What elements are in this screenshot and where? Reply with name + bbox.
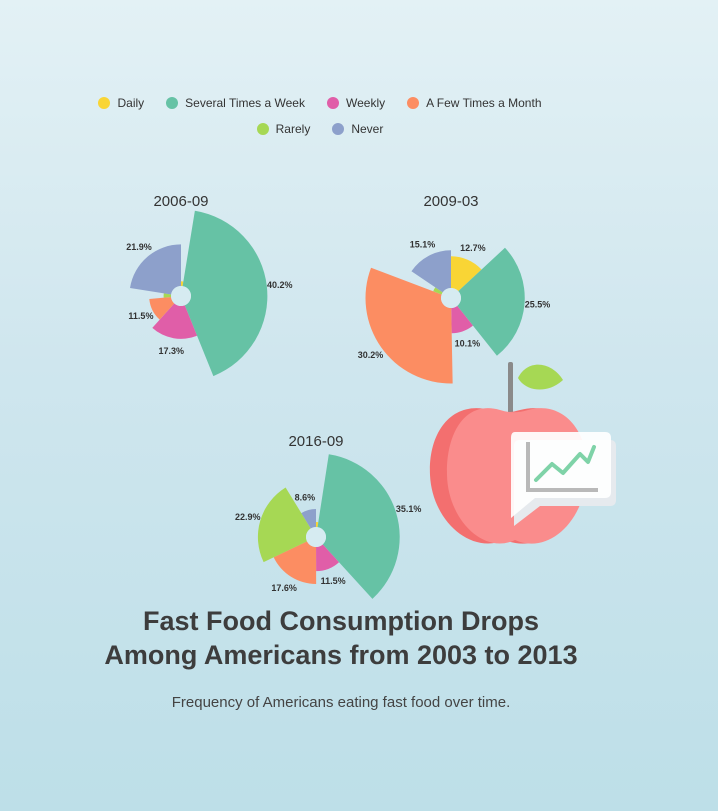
data-label-2009-03-never: 15.1% xyxy=(410,239,436,249)
center-hole-2006-09 xyxy=(171,286,191,306)
chart-bubble-icon xyxy=(511,432,611,518)
slice-2006-09-never[interactable] xyxy=(130,244,181,295)
data-label-2006-09-weekly: 17.3% xyxy=(159,346,185,356)
legend-marker-a-few-times-a-month xyxy=(407,97,420,109)
legend-marker-rarely xyxy=(256,123,269,135)
data-label-2009-03-a-few-times-a-month: 30.2% xyxy=(358,350,384,360)
slice-2016-09-never[interactable] xyxy=(301,508,316,529)
data-label-2006-09-a-few-times-a-month: 11.5% xyxy=(128,311,153,321)
chart-title-2009-03: 2009-03 xyxy=(423,193,478,210)
slice-2016-09-weekly[interactable] xyxy=(316,544,340,572)
legend: Daily Several Times a Week Weekly A Few … xyxy=(0,96,640,148)
legend-item-several-times-a-week[interactable]: Several Times a Week xyxy=(166,96,305,110)
center-hole-2009-03 xyxy=(441,288,461,308)
slice-2006-09-a-few-times-a-month[interactable] xyxy=(149,296,175,320)
legend-label-never: Never xyxy=(351,122,384,136)
legend-item-never[interactable]: Never xyxy=(332,122,383,136)
chart-title-2006-09: 2006-09 xyxy=(153,193,208,210)
page-title: Fast Food Consumption Drops Among Americ… xyxy=(0,604,682,672)
slice-2016-09-several-times-a-week[interactable] xyxy=(317,454,400,599)
legend-marker-several-times-a-week xyxy=(166,97,179,109)
chart-title-2016-09: 2016-09 xyxy=(288,433,343,450)
legend-marker-weekly xyxy=(326,97,339,109)
legend-item-a-few-times-a-month[interactable]: A Few Times a Month xyxy=(407,96,542,110)
data-label-2016-09-rarely: 22.9% xyxy=(235,512,261,522)
slice-2016-09-daily[interactable] xyxy=(316,521,319,528)
center-hole-2016-09 xyxy=(306,527,326,547)
data-label-2016-09-weekly: 11.5% xyxy=(321,576,346,586)
legend-label-several-times-a-week: Several Times a Week xyxy=(185,96,305,110)
slice-2006-09-rarely[interactable] xyxy=(163,293,172,298)
decorative-apple-illustration xyxy=(429,362,616,544)
slice-2016-09-rarely[interactable] xyxy=(257,487,311,563)
data-label-2016-09-a-few-times-a-month: 17.6% xyxy=(271,583,297,593)
slice-2016-09-a-few-times-a-month[interactable] xyxy=(273,541,317,584)
rose-chart-2016-09: 2016-09 35.1% 11.5% 17.6% 22.9% 8.6% xyxy=(235,433,421,599)
slice-2009-03-daily[interactable] xyxy=(451,256,482,292)
data-label-2016-09-several-times-a-week: 35.1% xyxy=(396,504,422,514)
chart-bubble-axes xyxy=(526,442,598,492)
legend-item-daily[interactable]: Daily xyxy=(98,96,144,110)
rose-chart-2009-03: 2009-03 12.7% 25.5% 10.1% 30.2% 15.1% xyxy=(358,193,551,384)
page-subtitle: Frequency of Americans eating fast food … xyxy=(171,694,511,711)
legend-marker-daily xyxy=(98,97,111,109)
slice-2006-09-several-times-a-week[interactable] xyxy=(182,210,268,377)
slice-2009-03-several-times-a-week[interactable] xyxy=(457,247,525,356)
legend-row-1: Daily Several Times a Week Weekly A Few … xyxy=(0,96,640,110)
legend-label-daily: Daily xyxy=(117,96,145,110)
data-label-2009-03-daily: 12.7% xyxy=(460,243,486,253)
page-title-line-1: Fast Food Consumption Drops xyxy=(143,606,539,636)
apple-stem xyxy=(508,362,513,416)
slice-2009-03-never[interactable] xyxy=(411,250,451,293)
legend-label-a-few-times-a-month: A Few Times a Month xyxy=(426,96,542,110)
legend-row-2: Rarely Never xyxy=(0,122,640,136)
legend-item-weekly[interactable]: Weekly xyxy=(326,96,386,110)
rose-chart-2006-09: 2006-09 40.2% 17.3% 11.5% 21.9% xyxy=(126,193,293,377)
slice-2009-03-a-few-times-a-month[interactable] xyxy=(365,267,453,384)
slice-2006-09-daily[interactable] xyxy=(181,281,184,287)
data-label-2009-03-several-times-a-week: 25.5% xyxy=(525,299,551,309)
data-label-2016-09-never: 8.6% xyxy=(295,492,316,502)
apple-leaf xyxy=(518,364,563,390)
chart-bubble-trendline xyxy=(534,445,596,482)
data-label-2006-09-never: 21.9% xyxy=(126,242,152,252)
data-label-2009-03-weekly: 10.1% xyxy=(455,338,481,348)
slice-2006-09-weekly[interactable] xyxy=(152,303,198,339)
legend-label-weekly: Weekly xyxy=(345,96,386,110)
legend-label-rarely: Rarely xyxy=(275,122,311,136)
slice-2009-03-weekly[interactable] xyxy=(451,305,473,334)
data-label-2006-09-several-times-a-week: 40.2% xyxy=(267,280,293,290)
legend-item-rarely[interactable]: Rarely xyxy=(256,122,311,136)
legend-marker-never xyxy=(332,123,345,135)
page-title-line-2: Among Americans from 2003 to 2013 xyxy=(104,640,578,670)
slice-2009-03-rarely[interactable] xyxy=(433,287,443,295)
